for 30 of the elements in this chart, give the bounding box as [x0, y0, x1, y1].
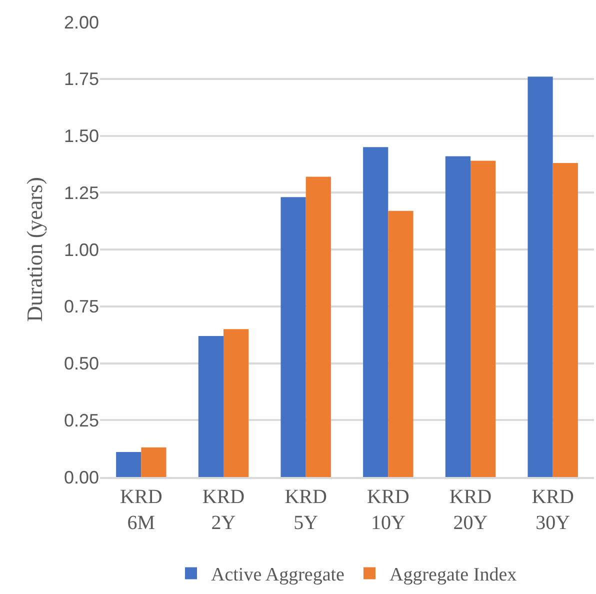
- legend-label: Aggregate Index: [389, 564, 518, 586]
- y-tick-label: 1.75: [64, 69, 99, 90]
- bar: [552, 163, 578, 477]
- y-tick-label: 2.00: [64, 12, 99, 32]
- y-tick-label: 1.50: [64, 126, 99, 146]
- y-tick-label: 1.25: [64, 182, 99, 203]
- x-tick-label: KRD 2Y: [202, 486, 245, 534]
- bar: [280, 197, 306, 477]
- bar: [141, 447, 166, 477]
- x-tick-label: KRD 20Y: [449, 486, 492, 534]
- y-tick-label: 0.25: [64, 410, 99, 430]
- y-tick-label: 0.75: [64, 296, 99, 317]
- bar: [445, 156, 470, 477]
- y-tick-label: 0.50: [64, 354, 99, 374]
- bar: [198, 336, 224, 477]
- bar: [116, 452, 142, 477]
- y-axis-title: Duration (years): [22, 177, 47, 322]
- x-tick-label: KRD 30Y: [532, 486, 574, 534]
- y-tick-label: 1.00: [64, 240, 99, 260]
- bar: [363, 147, 388, 477]
- bar: [470, 160, 496, 477]
- bar: [306, 176, 331, 477]
- y-tick-label: 0.00: [64, 467, 99, 488]
- x-tick-label: KRD 6M: [120, 486, 162, 534]
- bar: [224, 329, 249, 477]
- bar: [388, 210, 414, 477]
- legend-label: Active Aggregate: [211, 564, 344, 586]
- bar: [528, 76, 553, 477]
- x-tick-label: KRD 5Y: [284, 486, 327, 534]
- x-tick-label: KRD 10Y: [367, 486, 410, 534]
